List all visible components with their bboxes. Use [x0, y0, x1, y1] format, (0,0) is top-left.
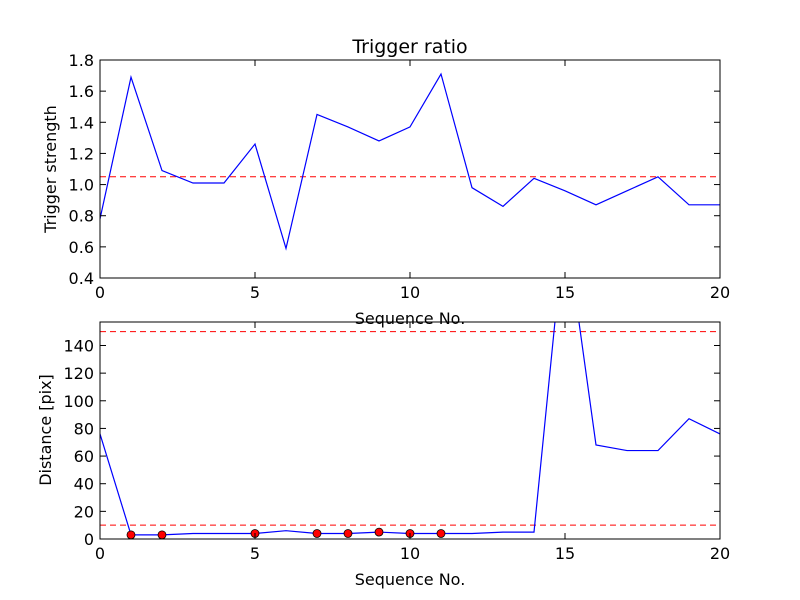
y-tick-label: 120 — [63, 364, 94, 383]
y-tick-label: 1.4 — [69, 113, 94, 132]
y-tick-label: 140 — [63, 336, 94, 355]
plot-frame — [99, 59, 721, 279]
x-tick-label: 5 — [250, 544, 260, 563]
distance-chart: Sequence No. Distance [pix] 0 5 10 15 20 0 20 4… — [36, 321, 730, 589]
y-tick-label: 0.8 — [69, 207, 94, 226]
data-point-marker — [126, 530, 136, 539]
x-axis-label: Sequence No. — [355, 309, 466, 328]
data-point-marker — [436, 529, 446, 538]
y-tick-label: 40 — [74, 475, 94, 494]
y-axis-label: Distance [pix] — [36, 374, 55, 486]
y-axis-label: Trigger strength — [41, 105, 60, 234]
y-tick-label: 0.4 — [69, 269, 94, 288]
y-tick-label: 0 — [84, 530, 94, 549]
y-tick-label: 100 — [63, 392, 94, 411]
x-axis-label: Sequence No. — [355, 570, 466, 589]
x-tick-label: 0 — [95, 544, 105, 563]
y-tick-label: 1.2 — [69, 144, 94, 163]
ticks: 0 5 10 15 20 0 20 40 60 80 100 120 140 — [63, 322, 730, 563]
trigger-ratio-chart: Trigger ratio Sequence No. Trigger stren… — [41, 36, 730, 328]
x-tick-label: 0 — [95, 283, 105, 302]
series-layer — [100, 72, 720, 251]
data-point-marker — [343, 529, 353, 538]
y-tick-label: 80 — [74, 419, 94, 438]
reference-lines — [100, 331, 720, 526]
y-tick-label: 60 — [74, 447, 94, 466]
x-tick-label: 20 — [710, 283, 730, 302]
data-point-marker — [374, 527, 384, 537]
data-point-marker — [157, 530, 167, 539]
x-tick-label: 15 — [555, 283, 575, 302]
x-tick-label: 15 — [555, 544, 575, 563]
series-line — [100, 72, 720, 251]
chart-title: Trigger ratio — [351, 36, 467, 58]
x-tick-label: 10 — [400, 544, 420, 563]
y-tick-label: 1.0 — [69, 176, 94, 195]
plot-frame — [99, 321, 721, 540]
y-tick-label: 0.6 — [69, 238, 94, 257]
data-point-marker — [312, 529, 322, 538]
x-tick-label: 10 — [400, 283, 420, 302]
y-tick-label: 1.6 — [69, 82, 94, 101]
x-tick-label: 5 — [250, 283, 260, 302]
y-tick-label: 1.8 — [69, 51, 94, 70]
y-tick-label: 20 — [74, 502, 94, 521]
x-tick-label: 20 — [710, 544, 730, 563]
